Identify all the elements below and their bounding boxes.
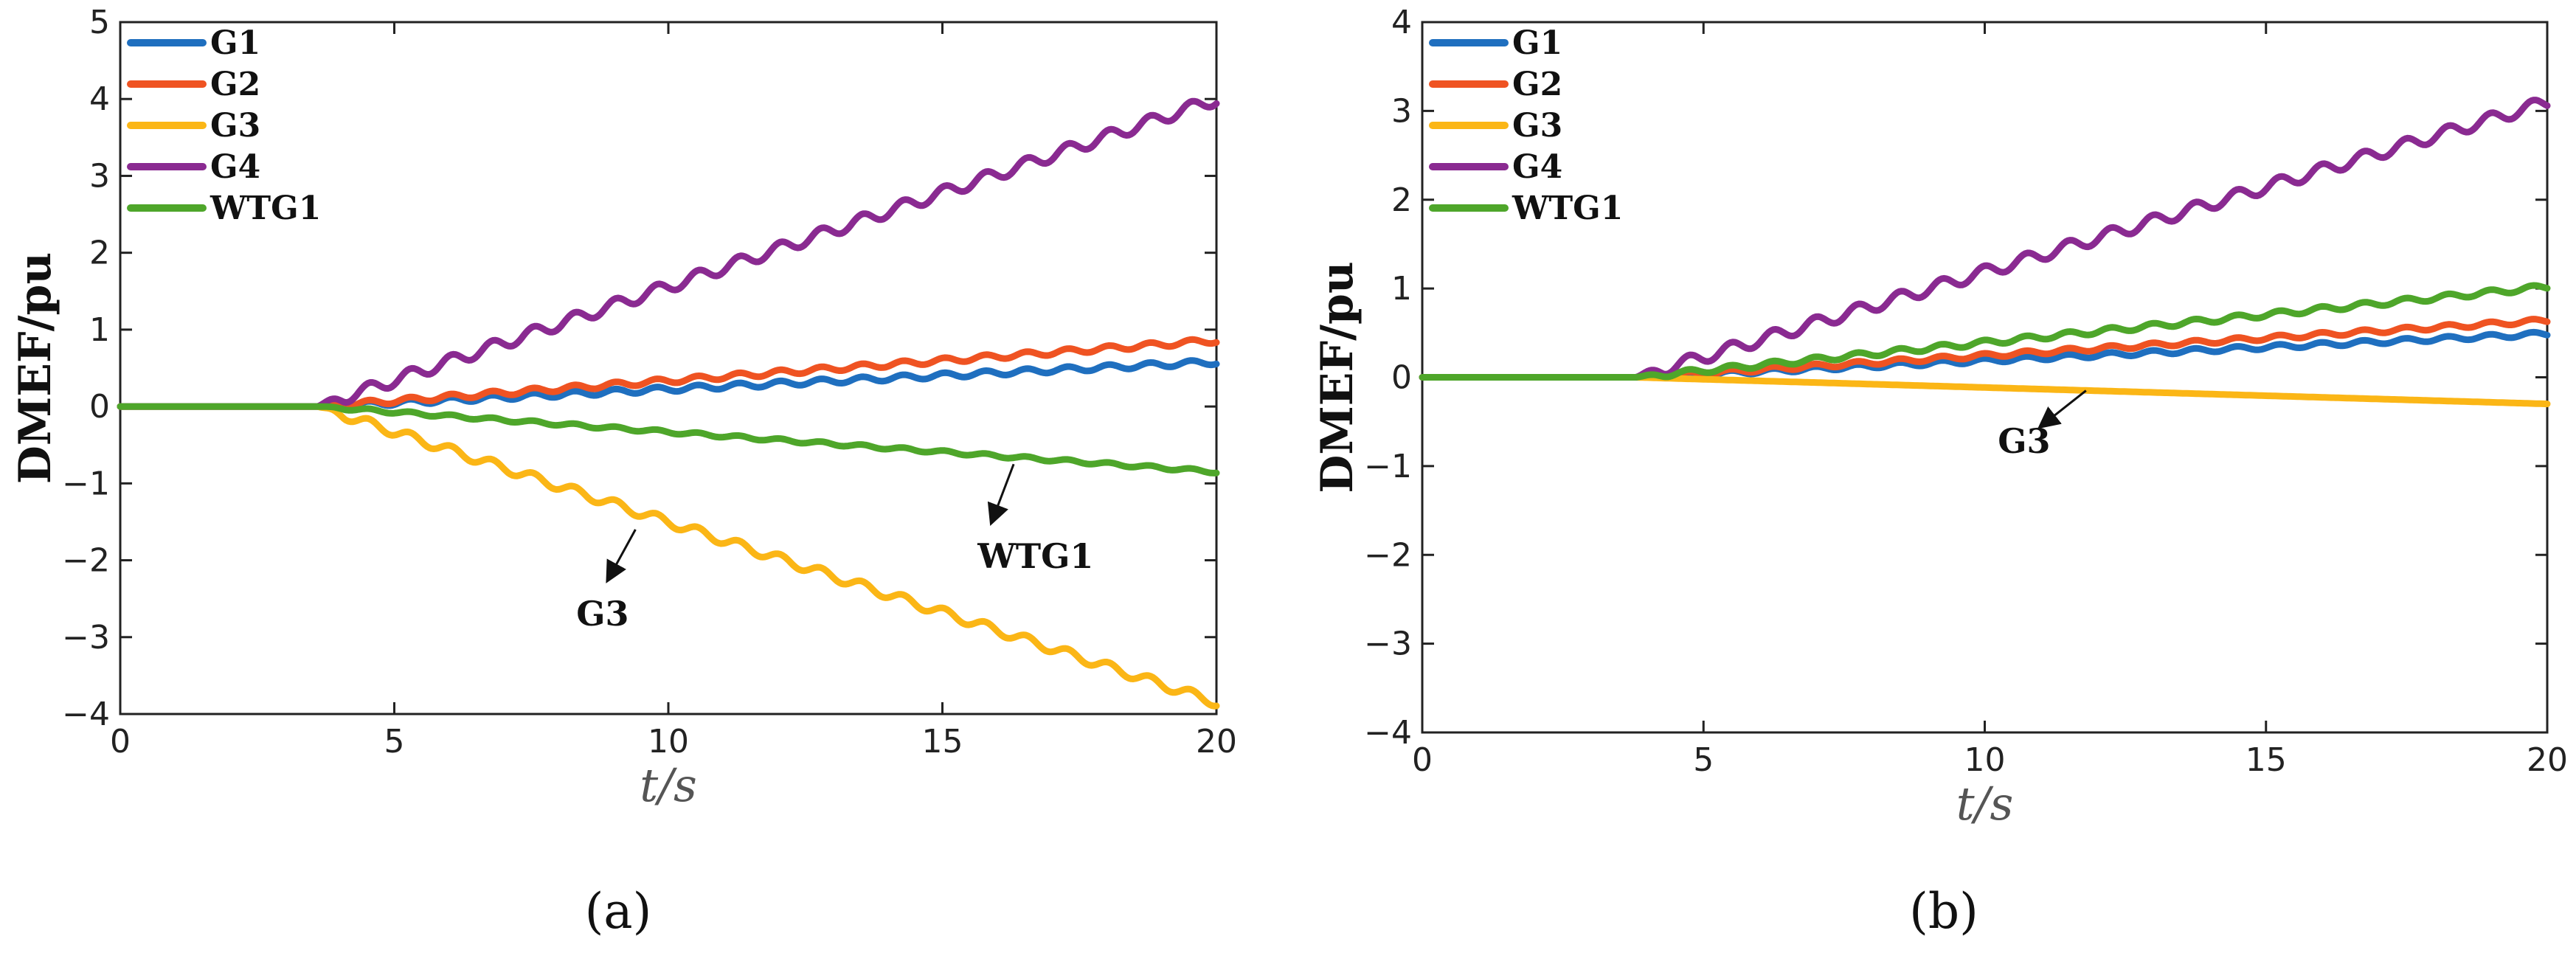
series-line-g2 (1419, 316, 2551, 381)
y-tick-label: −4 (1364, 714, 1412, 752)
y-axis-label: DMEF/pu (1312, 261, 1363, 493)
x-tick-label: 20 (1196, 723, 1237, 760)
y-tick-label: −3 (62, 619, 110, 656)
y-tick-label: −4 (62, 696, 110, 733)
legend-label: G2 (210, 66, 260, 103)
y-axis-label: DMEF/pu (10, 252, 61, 484)
legend-label: G4 (1512, 148, 1562, 186)
annotation-label: G3 (1998, 421, 2050, 461)
legend-label: G2 (1512, 66, 1562, 103)
legend-label: G1 (1512, 24, 1562, 62)
x-tick-label: 5 (1693, 741, 1714, 779)
x-tick-label: 15 (922, 723, 963, 760)
legend-label: WTG1 (210, 190, 321, 227)
annotation-label: G3 (576, 594, 629, 634)
panel-label-b: (b) (1909, 883, 1978, 940)
x-axis-label: t/s (640, 758, 697, 812)
series-line-g4 (117, 97, 1220, 410)
y-tick-label: 5 (89, 4, 110, 41)
x-tick-label: 0 (110, 723, 131, 760)
annotation-arrow (606, 529, 637, 583)
y-tick-label: 2 (1391, 181, 1412, 219)
y-tick-label: −2 (62, 542, 110, 580)
y-tick-label: 1 (89, 311, 110, 349)
y-tick-label: 4 (89, 80, 110, 118)
series-line-wtg1 (117, 403, 1220, 476)
annotation-label: WTG1 (977, 536, 1093, 576)
plot-area-frame (119, 21, 1218, 715)
legend-label: WTG1 (1512, 190, 1623, 227)
annotation-arrow (987, 463, 1015, 527)
series-line-wtg1 (1419, 282, 2551, 381)
legend-label: G1 (210, 24, 260, 62)
x-tick-label: 5 (384, 723, 405, 760)
x-tick-label: 10 (648, 723, 689, 760)
y-tick-label: 0 (89, 388, 110, 426)
y-tick-label: 0 (1391, 359, 1412, 397)
legend-label: G3 (1512, 107, 1562, 145)
y-tick-label: 2 (89, 235, 110, 272)
y-tick-label: 3 (89, 157, 110, 195)
series-line-g3 (1419, 374, 2551, 408)
chart-panel-b: 0 5 10 15 20−4−3−2−101234t/sDMEF/puG1G2G3G4W… (1312, 4, 2568, 831)
series-line-g4 (1419, 97, 2551, 381)
y-tick-label: −3 (1364, 625, 1412, 663)
annotation-arrow (2037, 389, 2087, 429)
y-tick-label: 1 (1391, 270, 1412, 308)
y-tick-label: −1 (1364, 448, 1412, 485)
y-tick-label: 3 (1391, 92, 1412, 130)
x-tick-label: 20 (2527, 741, 2568, 779)
panel-label-a: (a) (585, 883, 652, 940)
legend-label: G4 (210, 148, 260, 186)
x-tick-label: 10 (1964, 741, 2006, 779)
y-tick-label: −2 (1364, 536, 1412, 574)
x-tick-label: 0 (1412, 741, 1433, 779)
x-tick-label: 15 (2246, 741, 2287, 779)
y-tick-label: 4 (1391, 4, 1412, 41)
chart-panel-a: 0 5 10 15 20−4−3−2−1012345t/sDMEF/puG1G2G3G4… (10, 4, 1237, 812)
y-tick-label: −1 (62, 465, 110, 502)
x-axis-label: t/s (1956, 777, 2014, 831)
legend-label: G3 (210, 107, 260, 145)
